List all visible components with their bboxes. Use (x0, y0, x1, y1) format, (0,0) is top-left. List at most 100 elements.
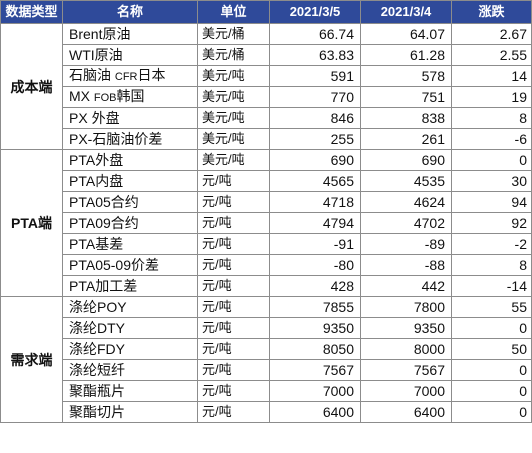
table-row: PX 外盘 美元/吨 846 838 8 (1, 107, 532, 129)
change-cell: 0 (451, 149, 532, 171)
header-date-2: 2021/3/4 (360, 0, 452, 24)
unit-cell: 美元/吨 (197, 149, 270, 171)
value-date1-cell: 63.83 (269, 44, 361, 66)
value-date2-cell: 4624 (360, 191, 452, 213)
change-cell: 0 (451, 359, 532, 381)
table-row: PTA05-09价差 元/吨 -80 -88 8 (1, 254, 532, 276)
table-row: 涤纶FDY 元/吨 8050 8000 50 (1, 338, 532, 360)
unit-cell: 美元/吨 (197, 107, 270, 129)
value-date2-cell: 261 (360, 128, 452, 150)
value-date1-cell: 690 (269, 149, 361, 171)
header-change: 涨跌 (451, 0, 532, 24)
table-row: 石脑油 CFR日本 美元/吨 591 578 14 (1, 65, 532, 87)
value-date1-cell: 4794 (269, 212, 361, 234)
item-name-cell: 涤纶短纤 (62, 359, 198, 381)
table-row: PTA加工差 元/吨 428 442 -14 (1, 275, 532, 297)
value-date1-cell: 4718 (269, 191, 361, 213)
change-cell: 0 (451, 380, 532, 402)
value-date1-cell: -80 (269, 254, 361, 276)
price-table-container: 数据类型 名称 单位 2021/3/5 2021/3/4 涨跌 成本端 Brent… (0, 0, 532, 423)
header-name: 名称 (62, 0, 198, 24)
category-cell: 需求端 (0, 296, 63, 423)
item-name-cell: 石脑油 CFR日本 (62, 65, 198, 87)
value-date2-cell: 7567 (360, 359, 452, 381)
change-cell: 30 (451, 170, 532, 192)
table-row: 聚酯切片 元/吨 6400 6400 0 (1, 401, 532, 423)
table-row: PTA05合约 元/吨 4718 4624 94 (1, 191, 532, 213)
item-name-cell: WTI原油 (62, 44, 198, 66)
table-row: MX FOB韩国 美元/吨 770 751 19 (1, 86, 532, 108)
header-unit: 单位 (197, 0, 270, 24)
value-date2-cell: 751 (360, 86, 452, 108)
change-cell: 0 (451, 401, 532, 423)
item-name-cell: MX FOB韩国 (62, 86, 198, 108)
unit-cell: 元/吨 (197, 338, 270, 360)
trade-term: FOB (93, 92, 117, 104)
value-date1-cell: 846 (269, 107, 361, 129)
unit-cell: 元/吨 (197, 275, 270, 297)
table-row: PTA端 PTA外盘 美元/吨 690 690 0 (0, 149, 532, 297)
item-name-cell: PTA基差 (62, 233, 198, 255)
value-date2-cell: 64.07 (360, 23, 452, 45)
item-name-cell: PX-石脑油价差 (62, 128, 198, 150)
category-cell: 成本端 (0, 23, 63, 150)
unit-cell: 元/吨 (197, 233, 270, 255)
unit-cell: 美元/桶 (197, 44, 270, 66)
value-date2-cell: 838 (360, 107, 452, 129)
value-date2-cell: 61.28 (360, 44, 452, 66)
value-date2-cell: 6400 (360, 401, 452, 423)
change-cell: 92 (451, 212, 532, 234)
change-cell: 14 (451, 65, 532, 87)
change-cell: -2 (451, 233, 532, 255)
unit-cell: 元/吨 (197, 212, 270, 234)
item-name-cell: 涤纶DTY (62, 317, 198, 339)
item-name-cell: PTA加工差 (62, 275, 198, 297)
item-name-cell: PTA05-09价差 (62, 254, 198, 276)
change-cell: 2.67 (451, 23, 532, 45)
value-date1-cell: 591 (269, 65, 361, 87)
change-cell: 19 (451, 86, 532, 108)
value-date2-cell: -88 (360, 254, 452, 276)
value-date1-cell: 255 (269, 128, 361, 150)
value-date2-cell: 7800 (360, 296, 452, 318)
value-date2-cell: 690 (360, 149, 452, 171)
value-date1-cell: 428 (269, 275, 361, 297)
item-name-cell: PTA内盘 (62, 170, 198, 192)
unit-cell: 元/吨 (197, 401, 270, 423)
unit-cell: 美元/桶 (197, 23, 270, 45)
item-name-cell: 聚酯瓶片 (62, 380, 198, 402)
value-date1-cell: 7855 (269, 296, 361, 318)
header-date-1: 2021/3/5 (269, 0, 361, 24)
unit-cell: 元/吨 (197, 296, 270, 318)
item-name-cell: PTA09合约 (62, 212, 198, 234)
item-name-cell: 涤纶FDY (62, 338, 198, 360)
value-date1-cell: 770 (269, 86, 361, 108)
value-date2-cell: 4702 (360, 212, 452, 234)
price-table: 数据类型 名称 单位 2021/3/5 2021/3/4 涨跌 成本端 Brent… (0, 0, 532, 423)
item-name-cell: PX 外盘 (62, 107, 198, 129)
change-cell: 94 (451, 191, 532, 213)
unit-cell: 元/吨 (197, 359, 270, 381)
table-row: 涤纶DTY 元/吨 9350 9350 0 (1, 317, 532, 339)
unit-cell: 元/吨 (197, 380, 270, 402)
value-date2-cell: 8000 (360, 338, 452, 360)
change-cell: 55 (451, 296, 532, 318)
value-date2-cell: 7000 (360, 380, 452, 402)
header-category: 数据类型 (0, 0, 63, 24)
header-row: 数据类型 名称 单位 2021/3/5 2021/3/4 涨跌 (0, 0, 532, 24)
item-name-cell: 聚酯切片 (62, 401, 198, 423)
category-cell: PTA端 (0, 149, 63, 297)
trade-term: CFR (114, 71, 138, 83)
table-row: 涤纶短纤 元/吨 7567 7567 0 (1, 359, 532, 381)
change-cell: 0 (451, 317, 532, 339)
unit-cell: 元/吨 (197, 254, 270, 276)
value-date2-cell: 442 (360, 275, 452, 297)
table-row: 需求端 涤纶POY 元/吨 7855 7800 55 (0, 296, 532, 423)
value-date2-cell: -89 (360, 233, 452, 255)
table-row: WTI原油 美元/桶 63.83 61.28 2.55 (1, 44, 532, 66)
change-cell: -14 (451, 275, 532, 297)
value-date1-cell: 9350 (269, 317, 361, 339)
item-name-cell: Brent原油 (62, 23, 198, 45)
table-row: PX-石脑油价差 美元/吨 255 261 -6 (1, 128, 532, 150)
change-cell: 8 (451, 107, 532, 129)
